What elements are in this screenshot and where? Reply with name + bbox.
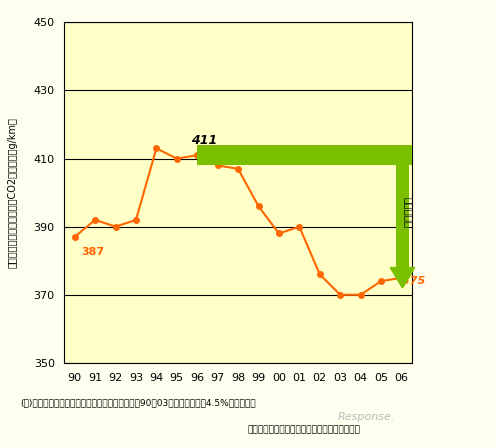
Text: Response.: Response. [337, 412, 395, 422]
Text: 375: 375 [402, 276, 426, 286]
Text: 貨物自動車の走行量あたりCO2排出量（　g/km）: 貨物自動車の走行量あたりCO2排出量（ g/km） [7, 117, 17, 268]
Text: 約９％改善: 約９％改善 [404, 198, 414, 228]
Text: (注)　統計調査方法変更による影響を補正済　ﾏ90～03年度の走行量を4.5%下方修正）: (注) 統計調査方法変更による影響を補正済 ﾏ90～03年度の走行量を4.5%下… [20, 399, 255, 408]
Bar [197, 145, 412, 165]
Text: 411: 411 [191, 134, 217, 146]
FancyArrow shape [390, 267, 415, 288]
Text: 出典：国土交通省および環境省資料より作成。: 出典：国土交通省および環境省資料より作成。 [248, 426, 361, 435]
Bar [396, 165, 409, 267]
Text: 387: 387 [81, 247, 104, 257]
